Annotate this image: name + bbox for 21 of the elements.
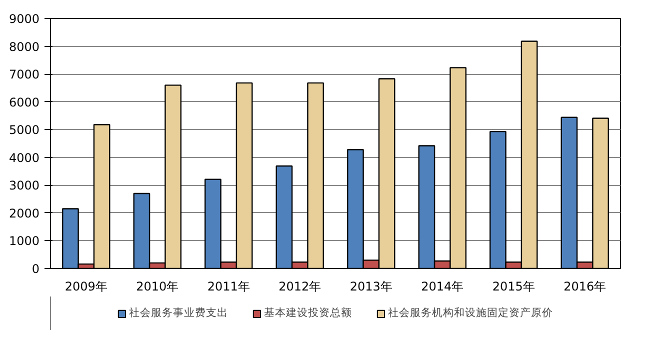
y-tick-label: 5000 xyxy=(8,123,40,138)
legend-label: 社会服务事业费支出 xyxy=(129,306,228,320)
legend-label: 基本建设投资总额 xyxy=(264,306,352,320)
x-tick-label: 2016年 xyxy=(564,280,606,294)
y-tick-label: 3000 xyxy=(8,178,40,193)
y-tick-label: 2000 xyxy=(8,206,40,220)
x-tick-label: 2011年 xyxy=(207,280,250,294)
y-tick-label: 4000 xyxy=(8,150,40,165)
y-tick-label: 6000 xyxy=(8,95,40,110)
x-tick-label: 2014年 xyxy=(421,280,464,294)
x-tick-label: 2009年 xyxy=(64,280,108,294)
y-tick-label: 0 xyxy=(32,262,40,276)
y-tick-label: 7000 xyxy=(8,68,40,82)
x-tick-label: 2013年 xyxy=(350,280,392,294)
x-tick-label: 2015年 xyxy=(492,280,535,294)
legend-label: 社会服务机构和设施固定资产原价 xyxy=(388,306,553,320)
x-tick-label: 2012年 xyxy=(278,280,322,294)
y-tick-label: 8000 xyxy=(8,40,40,54)
y-tick-label: 9000 xyxy=(8,12,40,26)
y-tick-label: 1000 xyxy=(8,234,40,248)
x-tick-label: 2010年 xyxy=(136,280,179,294)
